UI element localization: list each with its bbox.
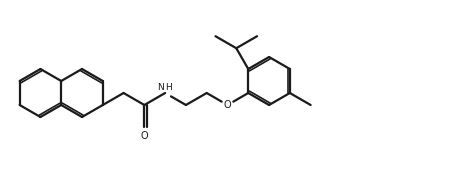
Text: O: O (141, 131, 148, 141)
Text: H: H (165, 83, 172, 92)
Text: N: N (158, 83, 164, 92)
Text: O: O (224, 100, 231, 110)
